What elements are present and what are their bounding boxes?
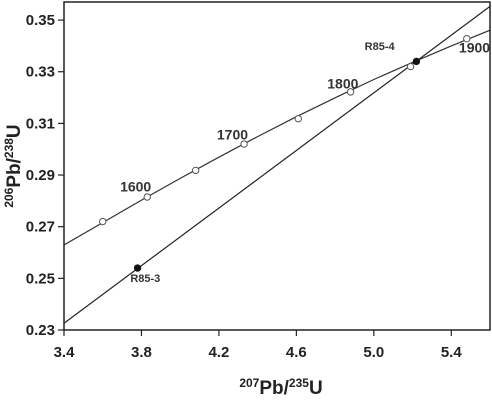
age-label-1700: 1700 [217, 126, 248, 142]
y-axis-title-part1: Pb/ [4, 157, 25, 187]
y-tick-label-6: 0.35 [26, 12, 55, 29]
sample-point-r85-4 [412, 57, 421, 66]
discordia-line [64, 5, 490, 324]
x-axis-title: 207Pb/235U [239, 376, 322, 399]
age-marker-6 [406, 62, 415, 71]
labels-layer: 1600 1700 1800 1900 R85-3 R85-4 [120, 39, 490, 285]
age-marker-0 [99, 217, 107, 226]
age-marker-1 [143, 193, 151, 201]
age-label-1600: 1600 [120, 179, 151, 195]
curves-layer [64, 5, 490, 324]
y-tick-label-1: 0.25 [26, 270, 55, 287]
x-tick-label-3: 4.6 [286, 344, 307, 361]
age-label-1800: 1800 [327, 76, 358, 92]
age-marker-2 [191, 166, 200, 175]
x-axis-title-part1: Pb/ [259, 378, 289, 399]
x-tick-label-5: 5.4 [441, 344, 463, 361]
age-marker-5 [346, 88, 355, 96]
age-marker-4 [294, 115, 302, 123]
markers-layer [99, 34, 471, 272]
y-tick-label-3: 0.29 [26, 167, 55, 184]
y-axis-title-sup2: 238 [2, 138, 16, 158]
concordia-curve [64, 29, 490, 246]
y-axis-title-part2: U [4, 124, 25, 138]
plot-frame [63, 1, 491, 331]
age-marker-3 [240, 140, 248, 148]
x-axis-title-part2: U [309, 378, 323, 399]
y-tick-label-4: 0.31 [26, 115, 55, 132]
x-tick-label-4: 5.0 [363, 344, 384, 361]
x-tick-label-2: 4.2 [208, 344, 229, 361]
y-axis-title: 206Pb/238U [2, 124, 25, 207]
x-tick-label-0: 3.4 [54, 344, 76, 361]
ticks-layer: 3.4 3.8 4.2 4.6 5.0 5.4 0.23 0.25 0.27 0.29 0.31 0.… [26, 12, 463, 361]
x-axis-title-sup2: 235 [289, 376, 309, 390]
y-tick-label-0: 0.23 [26, 322, 55, 339]
sample-label-r85-4: R85-4 [365, 41, 396, 53]
y-tick-label-5: 0.33 [26, 64, 55, 81]
y-tick-label-2: 0.27 [26, 219, 55, 236]
y-axis-title-sup1: 206 [2, 187, 16, 207]
sample-point-r85-3 [133, 264, 142, 272]
age-label-1900: 1900 [459, 39, 490, 55]
x-axis-title-sup1: 207 [239, 376, 259, 390]
sample-label-r85-3: R85-3 [130, 273, 160, 285]
x-tick-label-1: 3.8 [131, 344, 152, 361]
age-marker-7 [463, 34, 471, 43]
